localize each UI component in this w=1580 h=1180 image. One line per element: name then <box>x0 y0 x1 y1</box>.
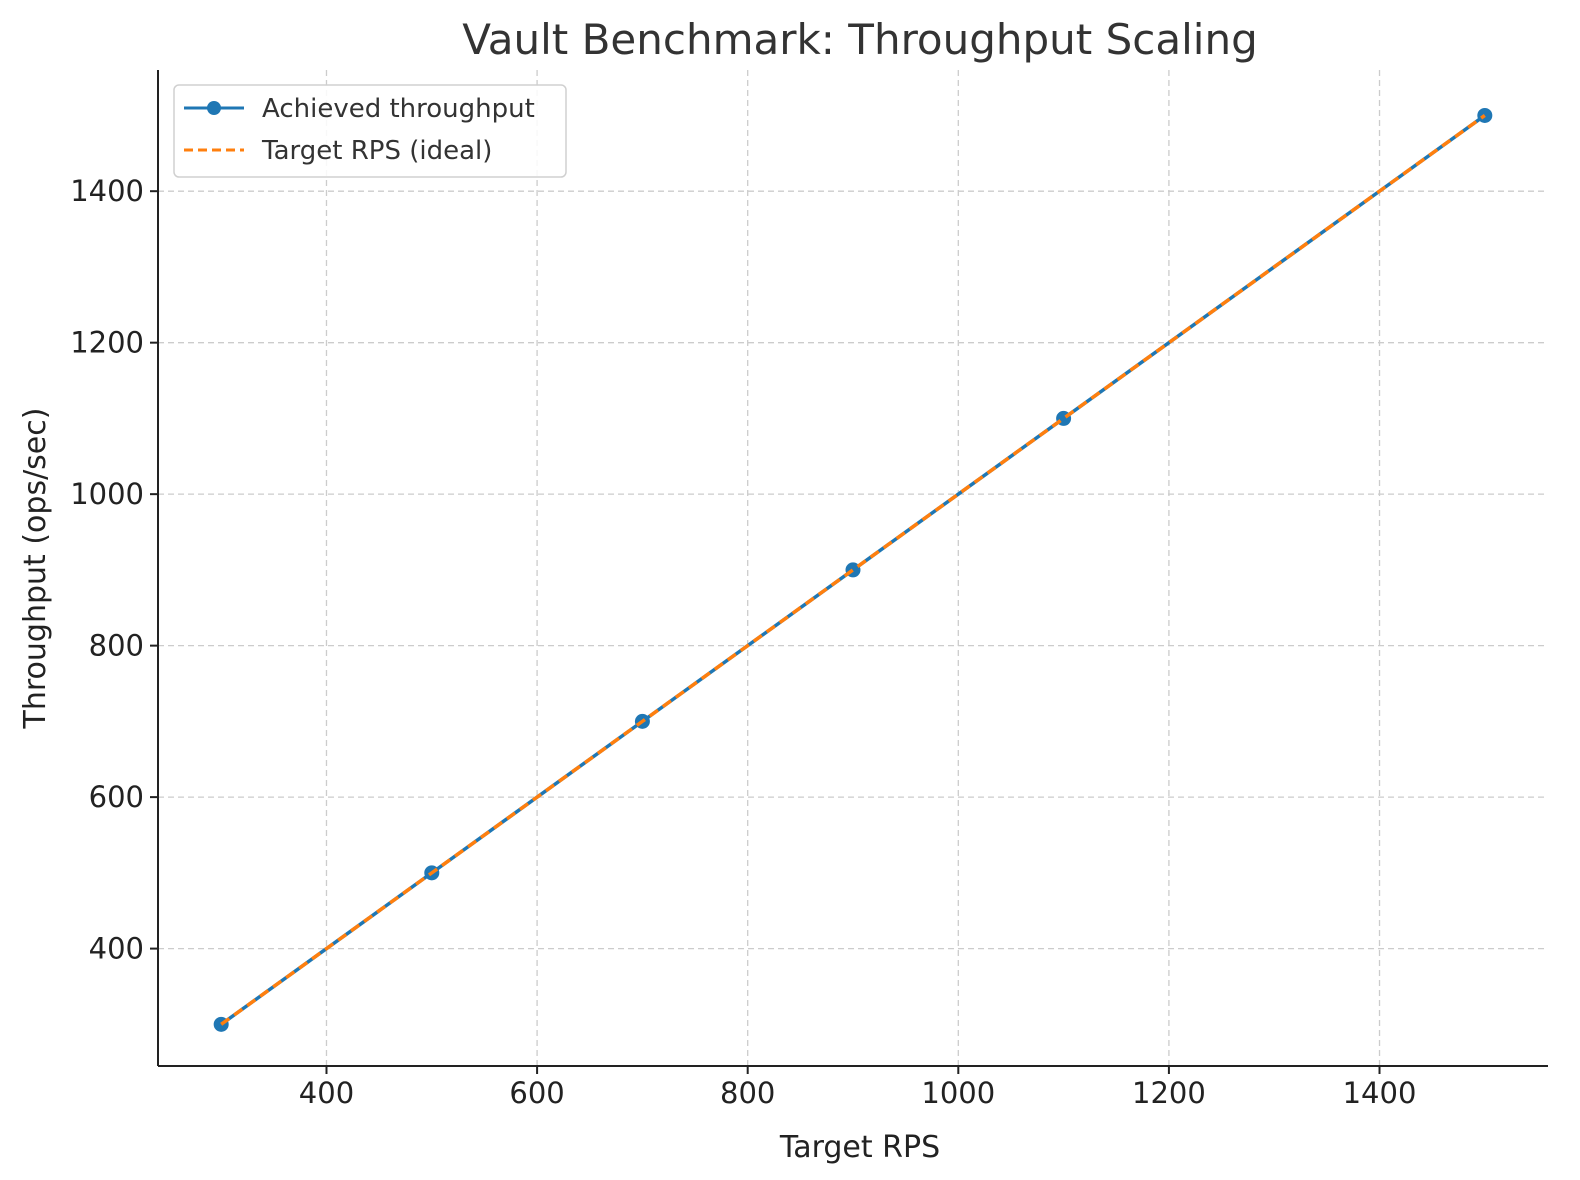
x-tick-label-400: 400 <box>299 1076 354 1110</box>
legend-label-achieved: Achieved throughput <box>262 94 535 124</box>
legend: Achieved throughput Target RPS (ideal) <box>173 84 567 178</box>
x-tick-label-1200: 1200 <box>1132 1076 1206 1110</box>
series-line-1 <box>220 114 1486 1026</box>
grid <box>158 70 1548 1066</box>
legend-frame <box>173 84 567 178</box>
y-tick-label-800: 800 <box>89 629 144 663</box>
y-tick-label-1200: 1200 <box>70 326 144 360</box>
x-tick-label-600: 600 <box>509 1076 564 1110</box>
y-tick-label-400: 400 <box>89 932 144 966</box>
y-axis-ticks: 400 600 800 1000 1200 1400 <box>70 174 158 966</box>
y-axis-label: Throughput (ops/sec) <box>18 408 53 730</box>
series-layer <box>213 107 1493 1032</box>
x-tick-label-800: 800 <box>720 1076 775 1110</box>
legend-marker-achieved <box>207 101 221 115</box>
axes <box>157 70 1548 1067</box>
y-tick-label-1400: 1400 <box>70 174 144 208</box>
chart-title: Vault Benchmark: Throughput Scaling <box>462 15 1257 64</box>
x-tick-label-1400: 1400 <box>1343 1076 1417 1110</box>
y-tick-label-600: 600 <box>89 780 144 814</box>
x-tick-label-1000: 1000 <box>921 1076 995 1110</box>
y-tick-label-1000: 1000 <box>70 477 144 511</box>
x-axis-label: Target RPS <box>779 1130 940 1165</box>
x-axis-ticks: 400 600 800 1000 1200 1400 <box>299 1066 1417 1110</box>
legend-label-target: Target RPS (ideal) <box>261 136 492 166</box>
